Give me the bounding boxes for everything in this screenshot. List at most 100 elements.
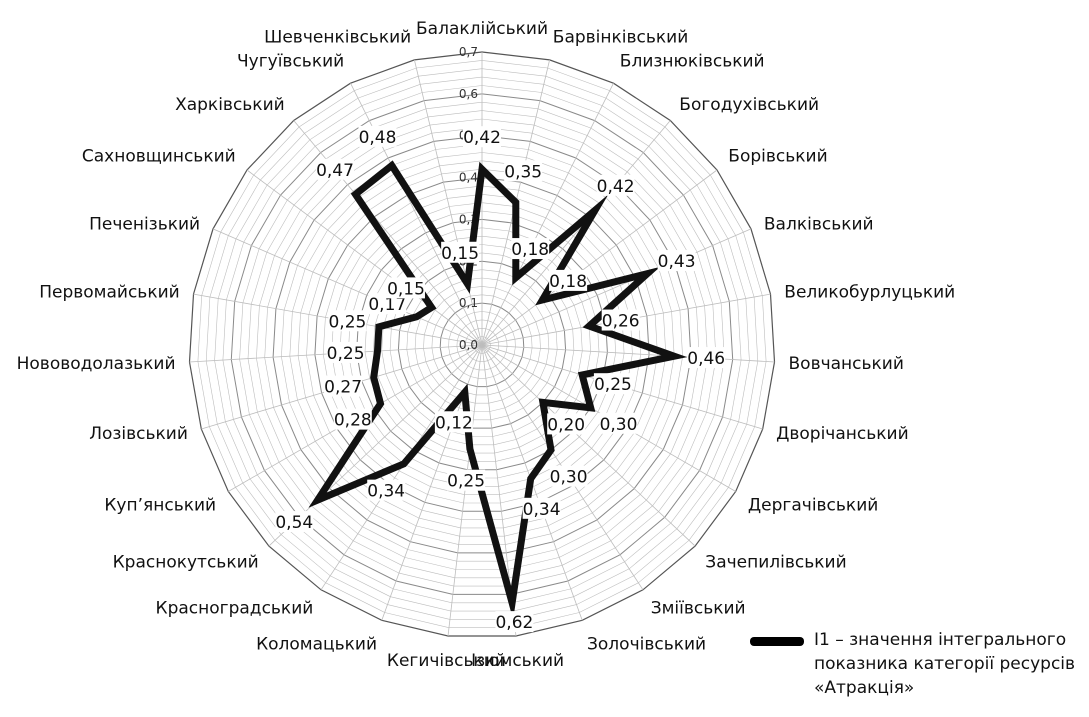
value-label: 0,47 — [316, 161, 354, 181]
data-point — [373, 376, 375, 378]
grid-ring-major — [439, 302, 525, 388]
data-point — [673, 355, 675, 357]
value-label: 0,27 — [324, 378, 362, 398]
grid-ring-major — [314, 177, 650, 512]
grid-ring-major — [356, 218, 608, 471]
tick-label: 0,0 — [459, 338, 478, 352]
grid-ring-minor — [205, 68, 759, 620]
value-label: 0,25 — [447, 472, 485, 492]
category-label: Вовчанський — [789, 354, 904, 374]
grid-ring-minor — [247, 110, 717, 579]
category-label: Валківський — [764, 214, 874, 234]
value-label-bg — [599, 412, 638, 434]
value-label-bg — [495, 611, 534, 633]
value-label-bg — [549, 465, 588, 487]
data-point — [581, 374, 583, 376]
value-label-bg — [511, 238, 550, 260]
data-point — [431, 307, 433, 308]
grid-ring-minor — [464, 327, 500, 362]
value-label-bg — [504, 160, 543, 182]
data-point — [467, 283, 468, 285]
data-point — [541, 299, 543, 301]
data-point — [403, 463, 405, 465]
data-point — [515, 201, 517, 203]
category-label: Зміївський — [651, 599, 746, 619]
grid-ring-major — [272, 135, 692, 554]
category-label: Дворічанський — [776, 424, 909, 444]
category-label: Куп’янський — [104, 496, 216, 516]
value-label: 0,25 — [594, 375, 632, 395]
category-labels: Балаклійський Барвінківський Близнюківськи… — [17, 19, 956, 671]
value-label-bg — [326, 341, 365, 363]
category-label: Коломацький — [256, 635, 377, 655]
spoke — [481, 344, 696, 547]
value-label-bg — [434, 411, 473, 433]
value-label: 0,42 — [597, 177, 635, 197]
category-label: Сахновщинський — [82, 147, 236, 167]
spoke — [481, 228, 752, 346]
value-label: 0,30 — [550, 468, 588, 488]
grid-ring-minor — [406, 269, 558, 421]
data-point — [550, 449, 552, 451]
grid-ring-minor — [423, 286, 541, 404]
spoke — [481, 169, 718, 346]
category-label: Краснокутський — [113, 553, 259, 573]
data-point — [469, 448, 471, 450]
value-label: 0,42 — [463, 128, 501, 148]
category-label: Золочівський — [587, 635, 706, 655]
value-label: 0,26 — [602, 312, 640, 332]
grid-ring-minor — [456, 319, 508, 371]
grid-ring-minor — [448, 311, 516, 379]
tick-label: 0,7 — [459, 45, 478, 59]
value-label: 0,18 — [549, 272, 587, 292]
category-label: Барвінківський — [553, 27, 688, 47]
value-label-bg — [358, 125, 397, 147]
category-label: Красноградський — [156, 599, 314, 619]
value-label: 0,15 — [387, 279, 425, 299]
spoke — [212, 228, 483, 346]
data-point — [317, 499, 319, 501]
spoke — [481, 344, 775, 363]
data-point — [542, 401, 544, 403]
value-label-bg — [463, 126, 501, 148]
category-label: Борівський — [728, 147, 827, 167]
value-label: 0,15 — [441, 244, 479, 264]
spoke — [481, 83, 614, 346]
value-label: 0,35 — [504, 162, 542, 182]
data-point — [646, 273, 648, 275]
radar-spokes — [189, 52, 775, 637]
value-label: 0,46 — [687, 349, 725, 369]
grid-ring-minor — [306, 168, 658, 520]
value-label: 0,18 — [511, 240, 549, 260]
value-labels: 0,420,350,180,420,180,430,260,460,250,30… — [275, 125, 726, 633]
tick-label: 0,1 — [459, 296, 478, 310]
category-label: Первомайський — [39, 283, 179, 303]
data-point — [588, 325, 590, 327]
legend-label: І1 – значення інтегрального показника ка… — [814, 630, 1076, 698]
value-label-bg — [333, 408, 372, 430]
data-point — [481, 168, 483, 170]
legend-swatch — [750, 637, 804, 646]
category-label: Кегичівський — [387, 651, 506, 671]
value-label: 0,54 — [275, 513, 313, 533]
grid-ring-major — [397, 260, 567, 429]
category-label: Лозівський — [89, 424, 188, 444]
category-label: Дергачівський — [748, 496, 878, 516]
value-label-bg — [275, 511, 314, 533]
value-label: 0,30 — [600, 415, 638, 435]
data-point — [594, 209, 596, 211]
legend: І1 – значення інтегрального показника ка… — [750, 628, 1085, 700]
value-label: 0,25 — [328, 312, 366, 332]
grid-ring-minor — [197, 60, 767, 629]
data-point — [464, 391, 466, 393]
value-label: 0,28 — [334, 411, 372, 431]
value-label: 0,48 — [359, 128, 397, 148]
data-point — [378, 326, 380, 328]
grid-ring-minor — [256, 118, 708, 570]
spoke — [481, 120, 671, 346]
category-label: Нововодолазький — [17, 354, 176, 374]
grid-ring-major — [188, 51, 776, 637]
value-label-bg — [657, 250, 696, 272]
category-label: Харківський — [175, 95, 285, 115]
